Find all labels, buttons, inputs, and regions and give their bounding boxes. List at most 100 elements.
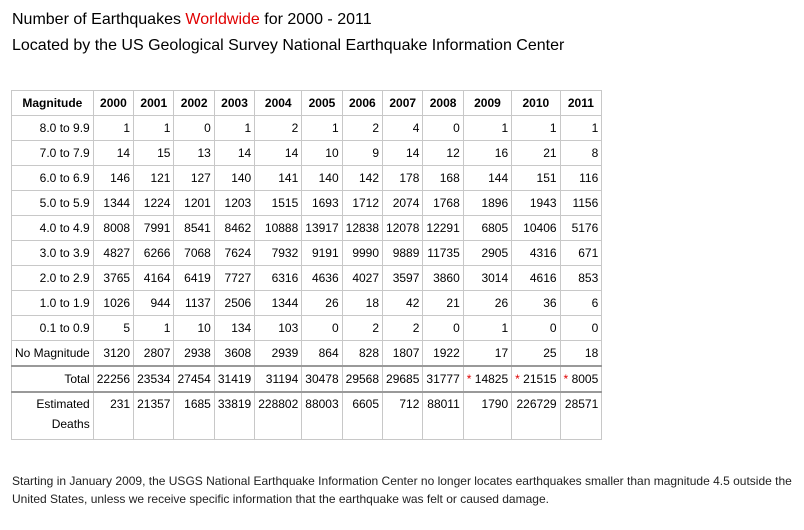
table-row: 7.0 to 7.9 14 15 13 14 14 10 9 14 12 16 21 8 [11,140,603,166]
table-cell: 16 [462,140,513,166]
table-cell: 2 [341,315,384,341]
table-cell: 1896 [462,190,513,216]
magnitude-label: 5.0 to 5.9 [11,190,94,216]
table-row: 4.0 to 4.9 8008 7991 8541 8462 10888 13917 1283… [11,215,603,241]
table-cell: 151 [511,165,561,191]
table-cell: 18 [559,340,603,367]
total-cell: * 8005 [559,365,603,393]
table-cell: 4 [382,115,424,141]
magnitude-label: 4.0 to 4.9 [11,215,94,241]
page-subtitle: Located by the US Geological Survey Nati… [12,37,565,54]
table-row: 6.0 to 6.9 146 121 127 140 141 140 142 178 168 144… [11,165,603,191]
table-cell: 6419 [173,265,215,291]
total-value: 31419 [217,372,252,386]
column-header-year: 2009 [462,90,513,116]
deaths-cell: 33819 [213,391,256,440]
table-cell: 2905 [462,240,513,266]
total-label: Total [11,365,94,393]
deaths-label: Estimated Deaths [11,391,94,440]
table-cell: 1 [92,115,135,141]
total-value: 30478 [305,372,339,386]
table-cell: 0 [301,315,343,341]
table-cell: 21 [511,140,561,166]
table-row: No Magnitude 3120 2807 2938 3608 2939 864 828 18… [11,340,603,367]
table-cell: 8 [559,140,603,166]
table-cell: 1 [133,315,175,341]
table-body: 8.0 to 9.9 1 1 0 1 2 1 2 4 0 1 1 1 7.0 to 7.9 14 15 13 14… [11,115,603,440]
deaths-cell: 88011 [422,391,464,440]
table-cell: 8541 [173,215,215,241]
total-cell: 29568 [341,365,384,393]
table-cell: 8462 [213,215,256,241]
table-cell: 2 [254,115,303,141]
table-cell: 18 [341,290,384,316]
total-value: 22256 [96,372,131,386]
magnitude-label: No Magnitude [11,340,94,367]
table-cell: 13917 [301,215,343,241]
table-cell: 1026 [92,290,135,316]
magnitude-label: 1.0 to 1.9 [11,290,94,316]
earthquake-table: Magnitude 2000 2001 2002 2003 2004 2005 2006 20… [11,90,603,440]
table-row: 0.1 to 0.9 5 1 10 134 103 0 2 2 0 1 0 0 [11,315,603,341]
magnitude-label: 3.0 to 3.9 [11,240,94,266]
table-cell: 7727 [213,265,256,291]
table-cell: 14 [213,140,256,166]
total-value: 31777 [426,372,460,386]
column-header-year: 2007 [382,90,424,116]
table-cell: 140 [213,165,256,191]
table-cell: 1693 [301,190,343,216]
table-cell: 13 [173,140,215,166]
deaths-cell: 1685 [173,391,215,440]
table-cell: 12291 [422,215,464,241]
page-title: Number of Earthquakes Worldwide for 2000… [12,8,372,32]
deaths-label-line2: Deaths [51,417,90,431]
table-cell: 1344 [254,290,303,316]
table-cell: 26 [301,290,343,316]
table-cell: 146 [92,165,135,191]
table-cell: 853 [559,265,603,291]
table-cell: 0 [173,115,215,141]
table-cell: 2 [382,315,424,341]
table-cell: 7991 [133,215,175,241]
table-cell: 0 [422,315,464,341]
table-cell: 17 [462,340,513,367]
table-cell: 10888 [254,215,303,241]
table-cell: 1344 [92,190,135,216]
table-cell: 2938 [173,340,215,367]
table-cell: 1203 [213,190,256,216]
table-cell: 828 [341,340,384,367]
table-cell: 134 [213,315,256,341]
table-cell: 3597 [382,265,424,291]
table-cell: 671 [559,240,603,266]
column-header-year: 2006 [341,90,384,116]
table-cell: 1 [213,115,256,141]
column-header-year: 2001 [133,90,175,116]
table-row: 2.0 to 2.9 3765 4164 6419 7727 6316 4636 4027 35… [11,265,603,291]
column-header-year: 2002 [173,90,215,116]
total-cell: 31194 [254,365,303,393]
magnitude-label: 0.1 to 0.9 [11,315,94,341]
table-cell: 1 [511,115,561,141]
magnitude-label: 6.0 to 6.9 [11,165,94,191]
table-cell: 4636 [301,265,343,291]
table-cell: 7932 [254,240,303,266]
table-cell: 42 [382,290,424,316]
table-cell: 8008 [92,215,135,241]
total-cell: 27454 [173,365,215,393]
table-cell: 141 [254,165,303,191]
deaths-cell: 231 [92,391,135,440]
table-cell: 116 [559,165,603,191]
table-cell: 944 [133,290,175,316]
table-cell: 2506 [213,290,256,316]
column-header-year: 2011 [559,90,603,116]
table-cell: 15 [133,140,175,166]
total-cell: * 21515 [511,365,561,393]
table-cell: 26 [462,290,513,316]
table-cell: 2 [341,115,384,141]
table-cell: 1224 [133,190,175,216]
table-cell: 0 [559,315,603,341]
table-row: 8.0 to 9.9 1 1 0 1 2 1 2 4 0 1 1 1 [11,115,603,141]
table-cell: 6316 [254,265,303,291]
table-header-row: Magnitude 2000 2001 2002 2003 2004 2005 2006 20… [11,90,603,116]
title-prefix: Number of Earthquakes [12,11,186,28]
